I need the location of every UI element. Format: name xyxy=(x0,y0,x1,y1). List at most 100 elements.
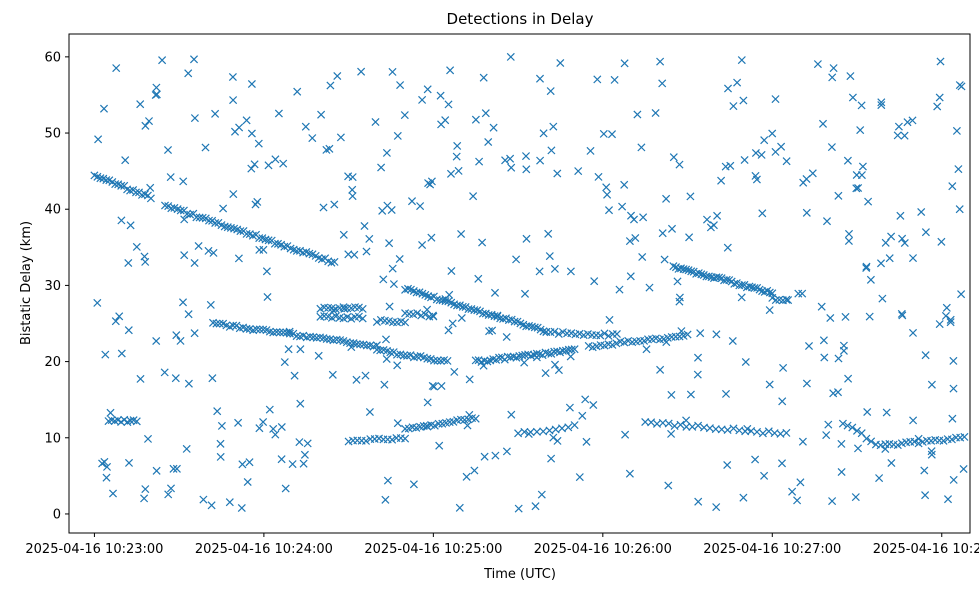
detection-marker xyxy=(418,95,427,104)
detection-marker xyxy=(900,238,909,248)
detection-marker xyxy=(443,356,452,365)
detection-marker xyxy=(952,126,961,135)
detection-marker xyxy=(490,312,499,321)
detection-marker xyxy=(381,335,391,344)
detection-marker xyxy=(798,289,807,298)
detection-marker xyxy=(401,424,410,433)
detection-marker xyxy=(409,480,418,489)
detection-marker xyxy=(489,123,498,132)
detection-marker xyxy=(658,229,667,238)
detection-marker xyxy=(725,276,734,285)
detection-marker xyxy=(553,436,562,445)
detection-marker xyxy=(737,281,746,290)
detection-marker xyxy=(908,328,918,337)
detection-marker xyxy=(396,81,405,90)
detection-marker xyxy=(739,493,748,502)
detection-marker xyxy=(898,234,907,243)
detection-marker xyxy=(171,374,180,383)
detection-marker xyxy=(385,302,394,311)
detection-marker xyxy=(462,472,471,481)
detection-marker xyxy=(704,272,713,281)
detection-marker xyxy=(751,171,760,180)
detection-marker xyxy=(885,254,894,263)
detection-marker xyxy=(942,303,951,312)
detection-marker xyxy=(223,223,232,232)
detection-marker xyxy=(124,458,134,467)
detection-marker xyxy=(379,275,388,284)
detection-marker xyxy=(447,266,456,276)
detection-marker xyxy=(837,467,846,477)
detection-marker xyxy=(347,343,356,352)
detection-marker xyxy=(604,331,613,340)
detection-marker xyxy=(667,429,676,438)
detection-marker xyxy=(478,238,487,247)
detection-marker xyxy=(949,475,958,484)
detection-marker xyxy=(777,459,787,468)
x-tick-label: 2025-04-16 10:25:00 xyxy=(364,542,502,557)
detection-marker xyxy=(102,462,112,471)
detection-marker xyxy=(382,354,391,364)
detection-marker xyxy=(682,422,691,431)
detection-marker xyxy=(843,156,852,165)
detection-marker xyxy=(388,435,397,444)
detection-marker xyxy=(269,328,278,337)
detection-marker xyxy=(927,450,936,459)
detection-marker xyxy=(100,457,109,466)
detection-marker xyxy=(491,451,500,460)
detection-marker xyxy=(236,227,245,236)
detection-marker xyxy=(259,417,268,427)
detection-marker xyxy=(326,81,335,90)
detection-marker xyxy=(356,340,365,349)
detection-marker xyxy=(662,194,671,203)
detection-marker xyxy=(300,450,309,459)
detection-marker xyxy=(862,263,871,273)
detection-marker xyxy=(771,95,780,104)
detection-marker xyxy=(717,176,726,185)
detection-marker xyxy=(828,73,837,82)
detection-marker xyxy=(893,131,902,140)
detection-marker xyxy=(289,329,298,338)
detection-marker xyxy=(682,416,691,425)
detection-marker xyxy=(721,162,730,171)
detection-marker xyxy=(212,319,221,328)
detection-marker xyxy=(324,303,333,312)
detection-marker xyxy=(357,67,366,76)
detection-marker xyxy=(954,165,963,174)
detection-marker xyxy=(480,452,489,461)
detection-marker xyxy=(348,185,357,194)
detection-marker xyxy=(305,249,314,258)
detection-marker xyxy=(676,264,686,273)
detection-marker xyxy=(854,183,863,193)
detection-marker xyxy=(939,436,948,445)
detection-marker xyxy=(852,184,861,193)
detection-marker xyxy=(117,349,126,358)
detection-marker xyxy=(827,143,836,152)
detection-marker xyxy=(903,118,912,127)
detection-marker xyxy=(350,250,359,259)
detection-marker xyxy=(545,426,554,435)
chart-title: Detections in Delay xyxy=(447,10,594,28)
detection-marker xyxy=(489,355,498,364)
detection-marker xyxy=(751,455,760,464)
detection-marker xyxy=(348,173,357,182)
detection-marker xyxy=(314,351,323,360)
detection-marker xyxy=(140,252,149,261)
detection-marker xyxy=(327,258,336,267)
detection-marker xyxy=(802,379,811,388)
detection-marker xyxy=(378,206,387,215)
detection-marker xyxy=(844,374,853,383)
detection-marker xyxy=(544,349,553,358)
detection-marker xyxy=(586,146,595,155)
detection-marker xyxy=(696,329,705,338)
detection-marker xyxy=(301,122,310,131)
detection-marker xyxy=(427,233,436,242)
detection-marker xyxy=(750,283,759,293)
detection-marker xyxy=(937,237,946,246)
detection-marker xyxy=(93,298,102,307)
detection-marker xyxy=(837,439,846,448)
detection-marker xyxy=(108,489,118,498)
detection-marker xyxy=(745,282,754,291)
detection-marker xyxy=(255,424,264,433)
detection-marker xyxy=(566,352,575,361)
